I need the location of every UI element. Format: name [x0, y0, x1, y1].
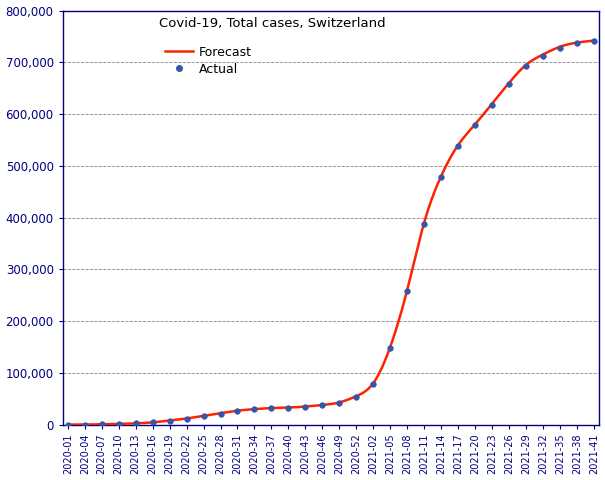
Actual — [505, 81, 512, 87]
Forecast — [590, 38, 597, 44]
Actual — [573, 40, 580, 46]
Actual — [268, 406, 275, 411]
Legend: Forecast, Actual: Forecast, Actual — [166, 46, 252, 75]
Actual — [234, 408, 241, 414]
Forecast — [317, 402, 324, 408]
Forecast — [578, 39, 585, 45]
Actual — [522, 63, 529, 69]
Forecast — [378, 367, 385, 373]
Actual — [64, 422, 71, 428]
Actual — [437, 174, 445, 180]
Actual — [590, 38, 597, 44]
Line: Forecast: Forecast — [68, 41, 594, 425]
Actual — [353, 394, 360, 399]
Actual — [404, 288, 411, 294]
Actual — [336, 400, 343, 406]
Actual — [454, 144, 462, 149]
Actual — [132, 420, 139, 426]
Actual — [556, 45, 563, 51]
Text: Covid-19, Total cases, Switzerland: Covid-19, Total cases, Switzerland — [159, 17, 386, 30]
Actual — [471, 122, 479, 128]
Line: Actual: Actual — [65, 38, 597, 427]
Actual — [183, 416, 190, 421]
Actual — [539, 53, 546, 59]
Actual — [488, 102, 495, 108]
Forecast — [495, 92, 503, 98]
Actual — [98, 421, 105, 427]
Actual — [115, 421, 122, 427]
Actual — [81, 421, 88, 427]
Actual — [420, 221, 428, 227]
Actual — [166, 418, 173, 423]
Actual — [149, 420, 156, 425]
Forecast — [348, 395, 356, 401]
Actual — [285, 405, 292, 411]
Actual — [319, 402, 326, 408]
Actual — [251, 407, 258, 412]
Actual — [370, 382, 377, 387]
Actual — [217, 411, 224, 417]
Actual — [387, 345, 394, 351]
Forecast — [64, 422, 71, 428]
Actual — [200, 413, 207, 419]
Actual — [302, 404, 309, 410]
Forecast — [314, 403, 321, 408]
